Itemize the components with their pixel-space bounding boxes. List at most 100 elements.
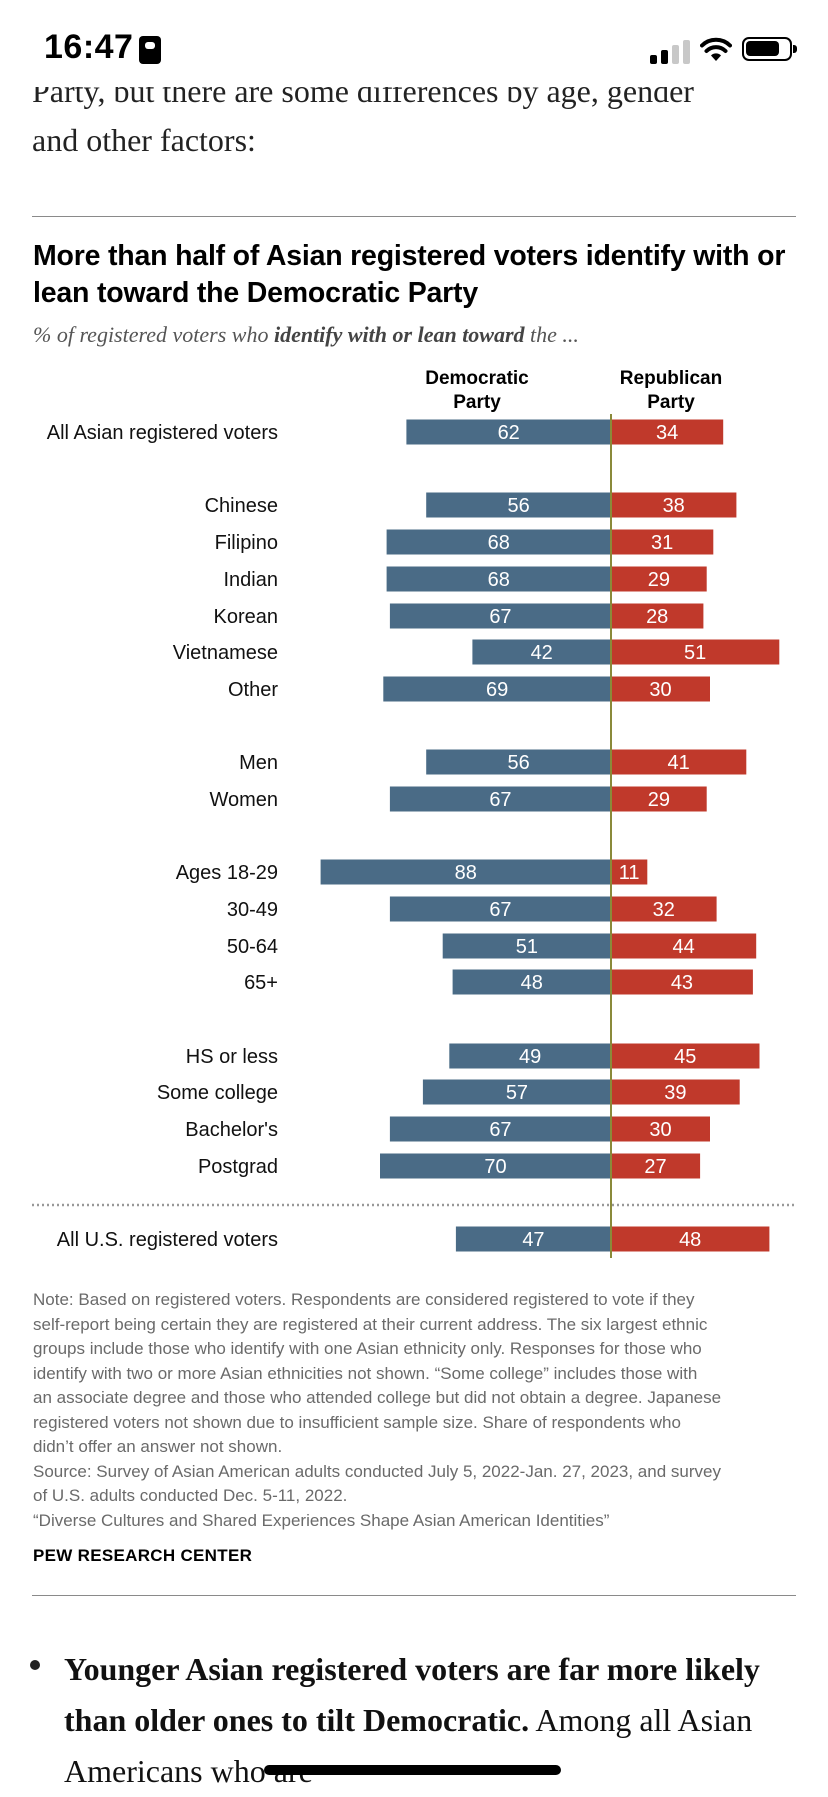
bullet-icon <box>30 1660 40 1670</box>
rep-value-label: 48 <box>679 1229 701 1251</box>
status-bar: 16:47 <box>0 0 828 100</box>
note-line: self-report being certain they are regis… <box>33 1314 708 1334</box>
dem-bar <box>389 786 611 812</box>
article-intro: and other factors: <box>32 122 256 158</box>
dem-value-label: 67 <box>489 789 511 811</box>
category-label: Postgrad <box>198 1156 278 1178</box>
dem-value-label: 62 <box>498 422 520 444</box>
chart-subtitle: % of registered voters who identify with… <box>33 322 579 348</box>
category-label: Vietnamese <box>173 642 278 664</box>
subtitle-pre: % of registered voters who <box>33 322 274 347</box>
category-label: 50-64 <box>227 936 278 958</box>
category-label: Some college <box>157 1082 278 1104</box>
rep-bar <box>611 1079 740 1105</box>
rep-value-label: 45 <box>674 1046 696 1068</box>
dem-value-label: 68 <box>488 532 510 554</box>
wifi-icon <box>700 37 732 61</box>
rep-header-line2: Party <box>647 392 695 413</box>
category-label: All Asian registered voters <box>47 422 278 444</box>
rep-bar <box>611 1116 710 1142</box>
rep-bar <box>611 492 737 518</box>
pew-logo-text: PEW RESEARCH CENTER <box>33 1546 253 1565</box>
dem-value-label: 48 <box>521 972 543 994</box>
rep-value-label: 43 <box>671 972 693 994</box>
dem-bar <box>442 933 611 959</box>
dem-bar <box>383 676 611 702</box>
clock: 16:47 <box>44 28 134 66</box>
chart-bottom-rule <box>32 1595 796 1596</box>
rep-bar <box>611 603 704 629</box>
contact-card-icon <box>139 36 161 64</box>
rep-header: Republican Party <box>596 367 746 415</box>
category-label: HS or less <box>186 1046 278 1068</box>
dem-bar <box>386 566 611 592</box>
dem-bar <box>422 1079 611 1105</box>
category-label: Women <box>209 789 278 811</box>
rep-bar <box>611 1226 770 1252</box>
rep-bar <box>611 566 707 592</box>
note-line: groups include those who identify with o… <box>33 1339 702 1358</box>
dem-value-label: 57 <box>506 1082 528 1104</box>
rep-bar <box>611 933 757 959</box>
diverging-bar-chart: All Asian registered voters 62 34 Chinese 56… <box>32 414 796 1258</box>
dem-bar <box>472 639 611 665</box>
category-label: All U.S. registered voters <box>57 1229 278 1251</box>
dem-header: Democratic Party <box>402 367 552 415</box>
rep-value-label: 32 <box>653 899 675 921</box>
category-label: 30-49 <box>227 899 278 921</box>
rep-bar <box>611 1153 701 1179</box>
rep-value-label: 29 <box>648 569 670 591</box>
rep-value-label: 27 <box>644 1156 666 1178</box>
dem-value-label: 68 <box>488 569 510 591</box>
dem-value-label: 69 <box>486 679 508 701</box>
chart-top-rule <box>32 216 796 217</box>
dem-value-label: 56 <box>507 495 529 517</box>
category-label: Ages 18-29 <box>176 862 278 884</box>
dem-bar <box>455 1226 611 1252</box>
subtitle-post: the ... <box>524 322 579 347</box>
home-indicator[interactable] <box>264 1765 561 1775</box>
dem-value-label: 47 <box>522 1229 544 1251</box>
rep-bar <box>611 419 724 445</box>
rep-bar <box>611 676 710 702</box>
dem-bar <box>386 529 611 555</box>
source-line: of U.S. adults conducted Dec. 5-11, 2022… <box>33 1486 348 1505</box>
rep-header-line1: Republican <box>619 368 723 389</box>
category-label: Other <box>228 679 278 701</box>
rep-value-label: 41 <box>668 752 690 774</box>
category-label: 65+ <box>244 972 278 994</box>
article-intro-cut: Party, but there are some differences by… <box>32 73 694 109</box>
dem-header-line1: Democratic <box>425 368 529 389</box>
bullet-lead: Younger Asian registered voters are far … <box>64 1651 760 1738</box>
chart-notes: Note: Based on registered voters. Respon… <box>33 1288 803 1533</box>
note-line: Note: Based on registered voters. Respon… <box>33 1290 695 1309</box>
category-label: Filipino <box>215 532 278 554</box>
rep-bar <box>611 896 717 922</box>
category-label: Korean <box>214 606 279 628</box>
rep-value-label: 11 <box>619 862 640 884</box>
rep-value-label: 31 <box>651 532 673 554</box>
rep-value-label: 30 <box>649 1119 671 1141</box>
rep-bar <box>611 529 714 555</box>
rep-bar <box>611 639 780 665</box>
bullet-paragraph: Younger Asian registered voters are far … <box>64 1644 804 1797</box>
rep-value-label: 51 <box>684 642 706 664</box>
note-line: didn’t offer an answer not shown. <box>33 1437 283 1456</box>
note-line: registered voters not shown due to insuf… <box>33 1412 681 1432</box>
rep-value-label: 44 <box>672 936 694 958</box>
dem-bar <box>389 603 611 629</box>
dem-bar <box>426 749 611 775</box>
dem-bar <box>389 896 611 922</box>
subtitle-bold: identify with or lean toward <box>273 322 525 347</box>
rep-value-label: 28 <box>646 606 668 628</box>
dem-bar <box>426 492 611 518</box>
dem-bar <box>389 1116 611 1142</box>
category-label: Chinese <box>205 495 278 517</box>
source-line: Source: Survey of Asian American adults … <box>33 1461 721 1481</box>
rep-value-label: 30 <box>649 679 671 701</box>
dem-value-label: 67 <box>489 1119 511 1141</box>
rep-bar <box>611 786 707 812</box>
dem-value-label: 42 <box>531 642 553 664</box>
rep-bar <box>611 1043 760 1069</box>
dem-value-label: 67 <box>489 899 511 921</box>
